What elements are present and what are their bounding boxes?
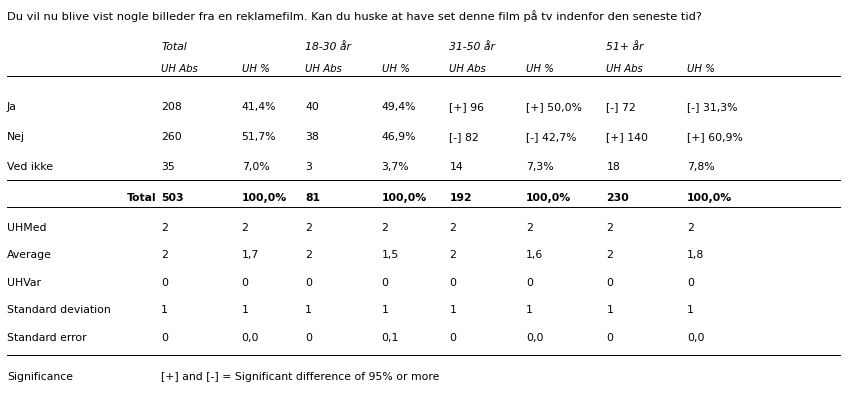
Text: 2: 2 bbox=[305, 223, 312, 233]
Text: 18: 18 bbox=[606, 162, 620, 172]
Text: 40: 40 bbox=[305, 102, 319, 112]
Text: 7,8%: 7,8% bbox=[687, 162, 715, 172]
Text: 0: 0 bbox=[449, 278, 456, 288]
Text: 0,0: 0,0 bbox=[242, 333, 259, 343]
Text: 100,0%: 100,0% bbox=[687, 193, 732, 203]
Text: Total: Total bbox=[161, 42, 187, 52]
Text: [-] 72: [-] 72 bbox=[606, 102, 636, 112]
Text: 1: 1 bbox=[449, 305, 456, 315]
Text: 2: 2 bbox=[242, 223, 248, 233]
Text: 1: 1 bbox=[161, 305, 168, 315]
Text: 2: 2 bbox=[382, 223, 388, 233]
Text: 100,0%: 100,0% bbox=[526, 193, 571, 203]
Text: 1: 1 bbox=[382, 305, 388, 315]
Text: 230: 230 bbox=[606, 193, 629, 203]
Text: 1,8: 1,8 bbox=[687, 250, 704, 260]
Text: 2: 2 bbox=[687, 223, 694, 233]
Text: 0: 0 bbox=[242, 278, 248, 288]
Text: UHMed: UHMed bbox=[7, 223, 47, 233]
Text: 38: 38 bbox=[305, 132, 319, 142]
Text: UH Abs: UH Abs bbox=[449, 64, 486, 74]
Text: 51,7%: 51,7% bbox=[242, 132, 276, 142]
Text: 81: 81 bbox=[305, 193, 321, 203]
Text: 2: 2 bbox=[161, 250, 168, 260]
Text: 100,0%: 100,0% bbox=[382, 193, 427, 203]
Text: 1,5: 1,5 bbox=[382, 250, 399, 260]
Text: 31-50 år: 31-50 år bbox=[449, 42, 495, 52]
Text: 14: 14 bbox=[449, 162, 463, 172]
Text: Average: Average bbox=[7, 250, 52, 260]
Text: UH Abs: UH Abs bbox=[606, 64, 643, 74]
Text: 18-30 år: 18-30 år bbox=[305, 42, 351, 52]
Text: 1: 1 bbox=[687, 305, 694, 315]
Text: [+] and [-] = Significant difference of 95% or more: [+] and [-] = Significant difference of … bbox=[161, 372, 439, 382]
Text: [+] 140: [+] 140 bbox=[606, 132, 649, 142]
Text: 1: 1 bbox=[242, 305, 248, 315]
Text: 2: 2 bbox=[449, 223, 456, 233]
Text: 0,0: 0,0 bbox=[526, 333, 544, 343]
Text: 2: 2 bbox=[526, 223, 533, 233]
Text: Standard error: Standard error bbox=[7, 333, 86, 343]
Text: 7,0%: 7,0% bbox=[242, 162, 270, 172]
Text: 2: 2 bbox=[161, 223, 168, 233]
Text: 1: 1 bbox=[606, 305, 613, 315]
Text: [+] 50,0%: [+] 50,0% bbox=[526, 102, 582, 112]
Text: 260: 260 bbox=[161, 132, 181, 142]
Text: [+] 96: [+] 96 bbox=[449, 102, 484, 112]
Text: Significance: Significance bbox=[7, 372, 73, 382]
Text: Ja: Ja bbox=[7, 102, 17, 112]
Text: 1: 1 bbox=[305, 305, 312, 315]
Text: 49,4%: 49,4% bbox=[382, 102, 416, 112]
Text: Nej: Nej bbox=[7, 132, 25, 142]
Text: 3: 3 bbox=[305, 162, 312, 172]
Text: UHVar: UHVar bbox=[7, 278, 41, 288]
Text: Ved ikke: Ved ikke bbox=[7, 162, 53, 172]
Text: 0: 0 bbox=[305, 278, 312, 288]
Text: 0: 0 bbox=[606, 333, 613, 343]
Text: UH %: UH % bbox=[687, 64, 715, 74]
Text: 0: 0 bbox=[382, 278, 388, 288]
Text: Total: Total bbox=[126, 193, 156, 203]
Text: UH Abs: UH Abs bbox=[305, 64, 342, 74]
Text: 1: 1 bbox=[526, 305, 533, 315]
Text: Standard deviation: Standard deviation bbox=[7, 305, 110, 315]
Text: UH %: UH % bbox=[382, 64, 410, 74]
Text: 0: 0 bbox=[606, 278, 613, 288]
Text: [-] 82: [-] 82 bbox=[449, 132, 479, 142]
Text: UH %: UH % bbox=[242, 64, 270, 74]
Text: 3,7%: 3,7% bbox=[382, 162, 410, 172]
Text: 35: 35 bbox=[161, 162, 175, 172]
Text: 1,6: 1,6 bbox=[526, 250, 543, 260]
Text: 7,3%: 7,3% bbox=[526, 162, 554, 172]
Text: 192: 192 bbox=[449, 193, 472, 203]
Text: Du vil nu blive vist nogle billeder fra en reklamefilm. Kan du huske at have set: Du vil nu blive vist nogle billeder fra … bbox=[7, 10, 701, 22]
Text: 2: 2 bbox=[305, 250, 312, 260]
Text: 2: 2 bbox=[449, 250, 456, 260]
Text: [-] 42,7%: [-] 42,7% bbox=[526, 132, 577, 142]
Text: 100,0%: 100,0% bbox=[242, 193, 287, 203]
Text: 0: 0 bbox=[449, 333, 456, 343]
Text: 0: 0 bbox=[305, 333, 312, 343]
Text: 1,7: 1,7 bbox=[242, 250, 259, 260]
Text: 2: 2 bbox=[606, 223, 613, 233]
Text: 0: 0 bbox=[687, 278, 694, 288]
Text: 0: 0 bbox=[161, 278, 168, 288]
Text: 0: 0 bbox=[161, 333, 168, 343]
Text: 41,4%: 41,4% bbox=[242, 102, 276, 112]
Text: [+] 60,9%: [+] 60,9% bbox=[687, 132, 743, 142]
Text: 503: 503 bbox=[161, 193, 184, 203]
Text: 208: 208 bbox=[161, 102, 181, 112]
Text: 51+ år: 51+ år bbox=[606, 42, 644, 52]
Text: 0: 0 bbox=[526, 278, 533, 288]
Text: 46,9%: 46,9% bbox=[382, 132, 416, 142]
Text: UH %: UH % bbox=[526, 64, 554, 74]
Text: UH Abs: UH Abs bbox=[161, 64, 198, 74]
Text: 2: 2 bbox=[606, 250, 613, 260]
Text: [-] 31,3%: [-] 31,3% bbox=[687, 102, 738, 112]
Text: 0,1: 0,1 bbox=[382, 333, 399, 343]
Text: 0,0: 0,0 bbox=[687, 333, 705, 343]
